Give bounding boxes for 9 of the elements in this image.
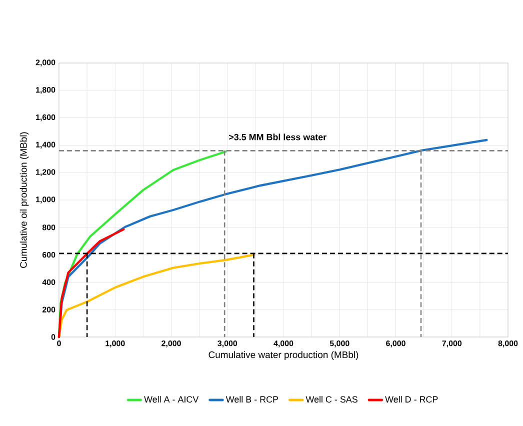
legend-label: Well A - AICV — [144, 396, 199, 403]
legend-label: Well C - SAS — [306, 396, 358, 403]
line-series — [58, 254, 256, 338]
annotation: >3.5 MM Bbl less water — [229, 134, 326, 140]
line-series — [58, 228, 125, 338]
y-axis-title: Cumulative oil production (MBbl) — [20, 132, 29, 268]
legend-label: Well B - RCP — [226, 396, 278, 403]
legend-label: Well D - RCP — [385, 396, 438, 403]
x-axis-title: Cumulative water production (MBbl) — [208, 351, 358, 360]
